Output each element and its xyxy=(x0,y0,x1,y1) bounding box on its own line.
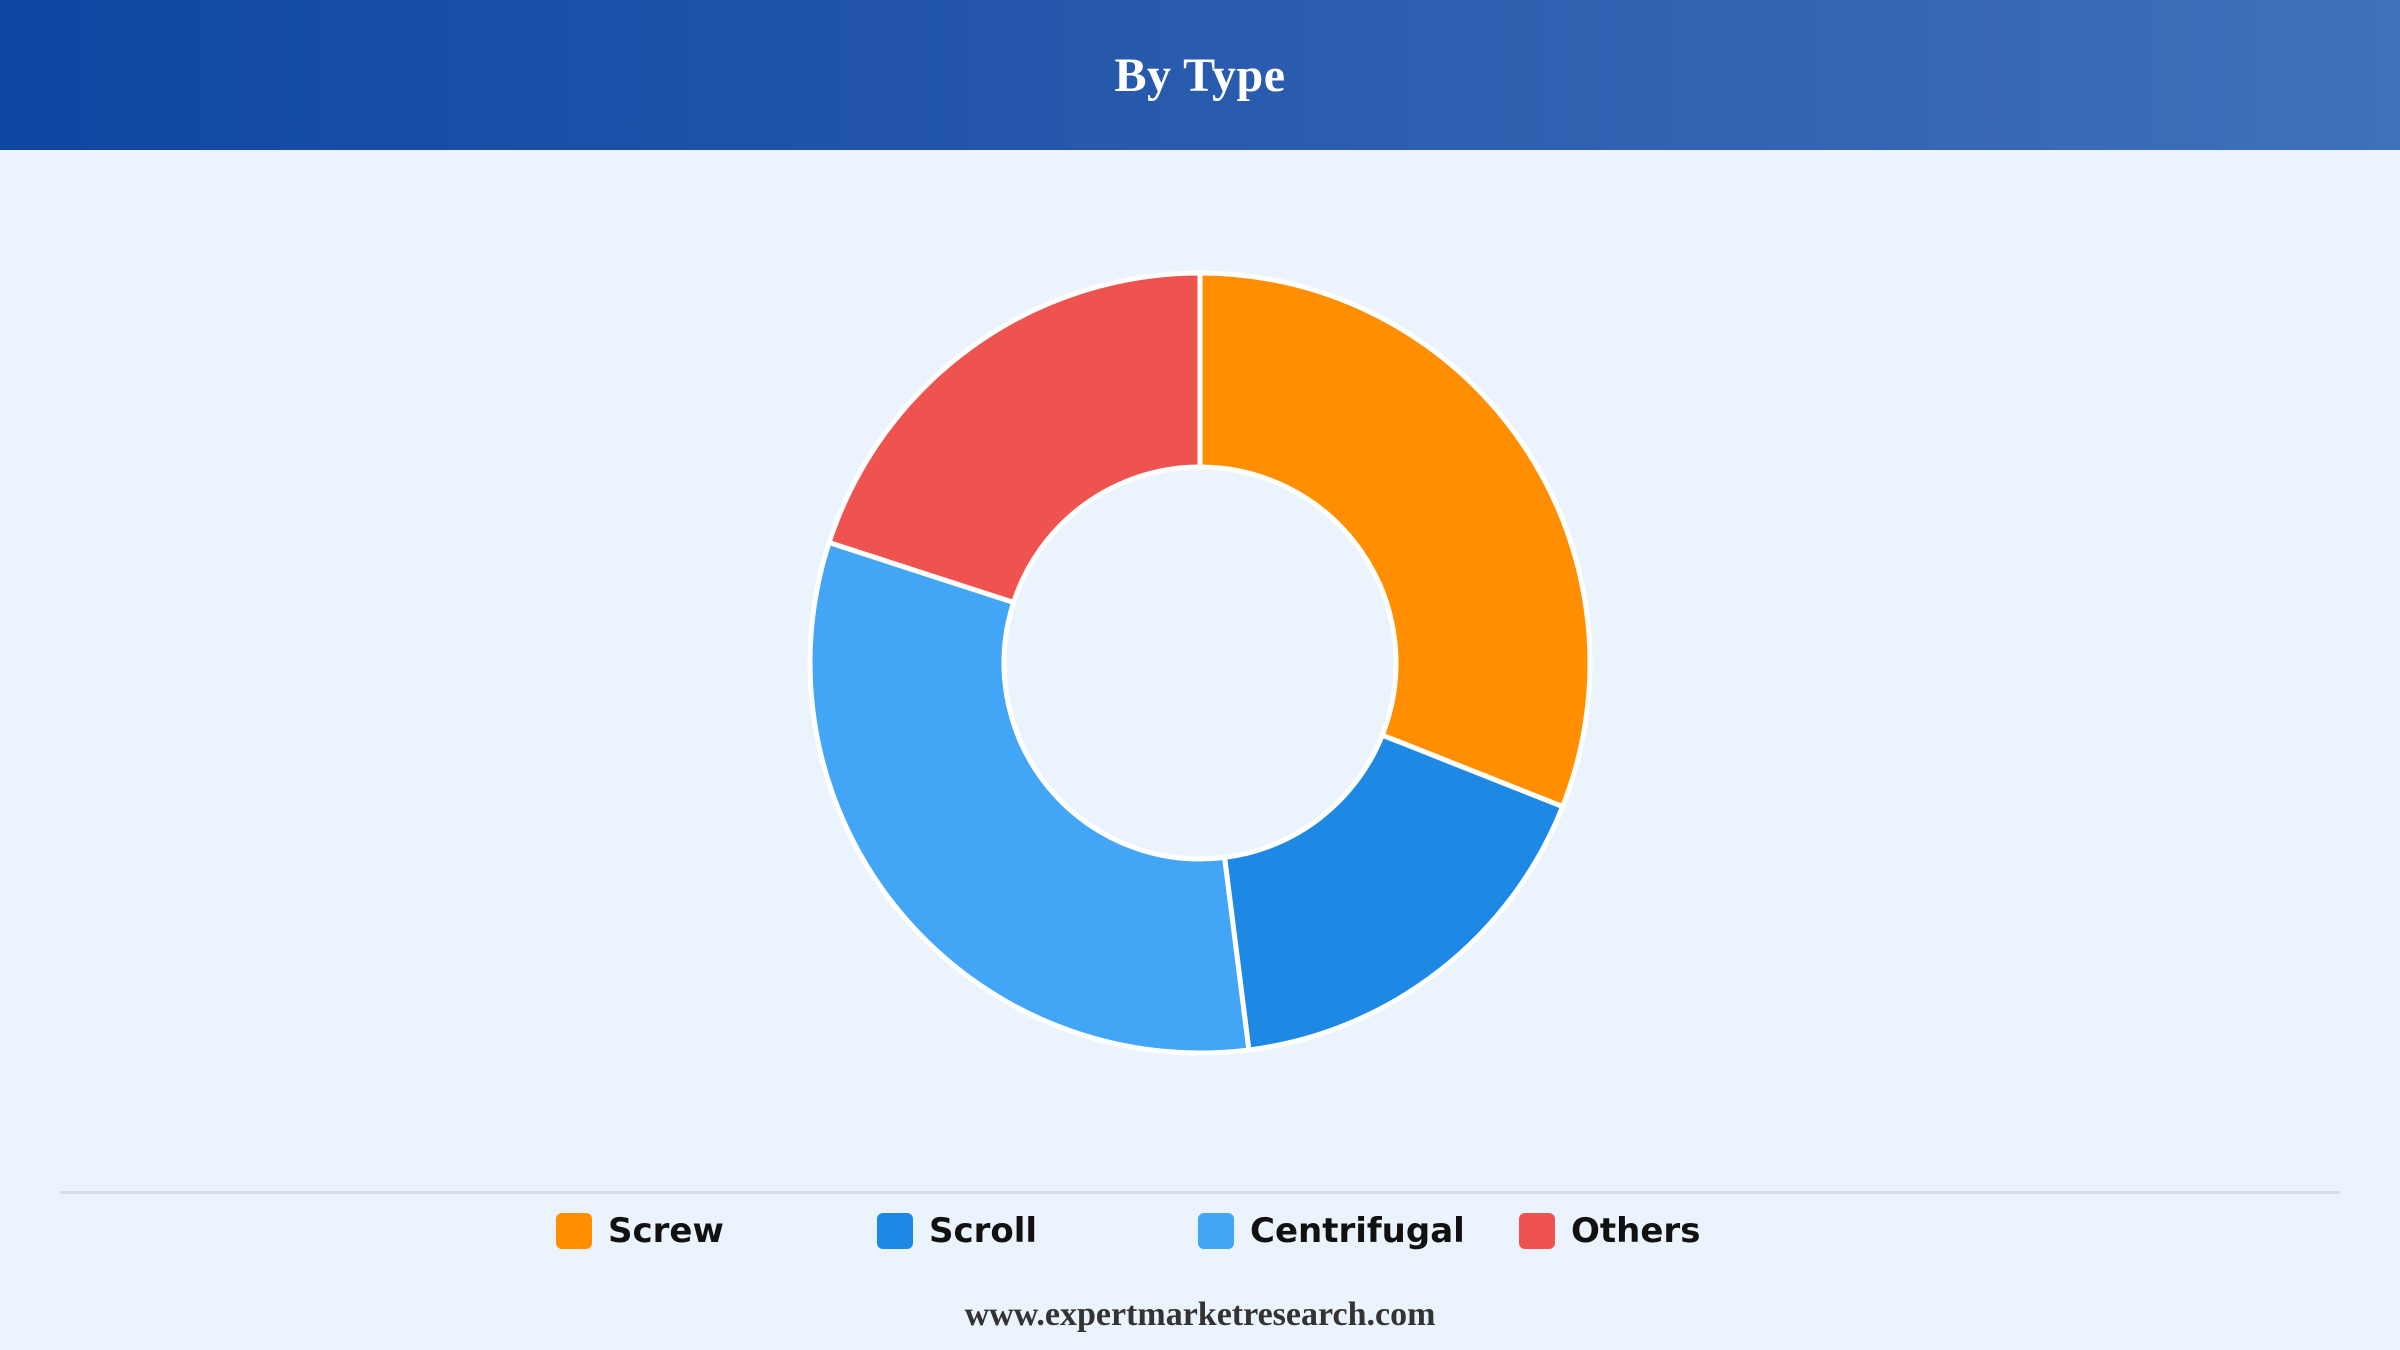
legend-label-scroll: Scroll xyxy=(929,1211,1038,1251)
legend-swatch-screw xyxy=(556,1213,592,1249)
legend-item-screw[interactable]: Screw xyxy=(556,1211,877,1251)
legend-item-others[interactable]: Others xyxy=(1519,1211,1700,1251)
legend-item-centrifugal[interactable]: Centrifugal xyxy=(1198,1211,1519,1251)
chart-title: By Type xyxy=(1114,48,1286,102)
legend: Screw Scroll Centrifugal Others xyxy=(556,1206,1700,1256)
legend-label-centrifugal: Centrifugal xyxy=(1250,1211,1465,1251)
source-footer: www.expertmarketresearch.com xyxy=(964,1296,1436,1333)
donut-slice-scroll[interactable] xyxy=(1222,732,1566,1053)
legend-item-scroll[interactable]: Scroll xyxy=(877,1211,1198,1251)
legend-swatch-scroll xyxy=(877,1213,913,1249)
donut-slice-centrifugal[interactable] xyxy=(807,539,1252,1056)
donut-slice-others[interactable] xyxy=(826,270,1203,605)
donut-slice-screw[interactable] xyxy=(1197,270,1593,810)
legend-label-screw: Screw xyxy=(608,1211,724,1251)
donut-chart xyxy=(807,270,1593,1056)
legend-swatch-others xyxy=(1519,1213,1555,1249)
header-banner: By Type xyxy=(0,0,2400,150)
legend-swatch-centrifugal xyxy=(1198,1213,1234,1249)
legend-label-others: Others xyxy=(1571,1211,1701,1251)
chart-area xyxy=(0,150,2400,1190)
legend-divider xyxy=(60,1191,2340,1194)
